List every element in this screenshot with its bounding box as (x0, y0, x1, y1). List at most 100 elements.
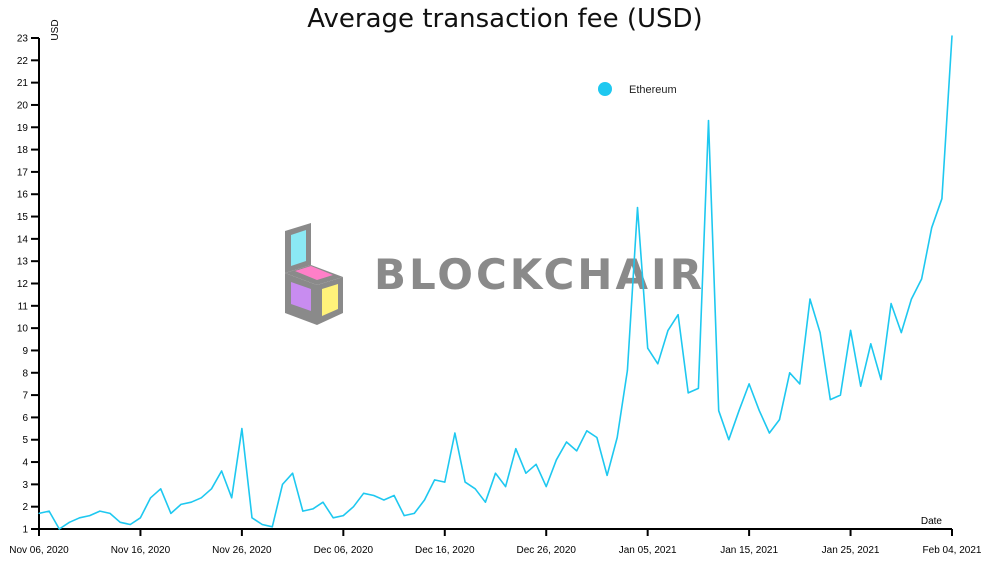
y-tick-label: 1 (22, 525, 28, 536)
y-tick-label: 2 (22, 502, 28, 513)
y-tick-label: 12 (17, 279, 29, 290)
data-point (150, 497, 152, 499)
data-point (799, 383, 801, 385)
y-tick-label: 5 (22, 435, 28, 446)
data-point (535, 463, 537, 465)
y-tick-label: 21 (17, 78, 29, 89)
data-point (38, 512, 40, 515)
x-tick-label: Feb 04, 2021 (923, 545, 982, 556)
data-point (221, 470, 223, 472)
data-point (768, 432, 771, 434)
x-tick-label: Nov 16, 2020 (111, 545, 171, 556)
data-point (586, 430, 588, 432)
data-point (819, 332, 821, 334)
data-point (697, 387, 700, 389)
data-point (525, 472, 527, 474)
data-point (616, 436, 618, 439)
data-point (160, 488, 162, 490)
y-tick-label: 19 (17, 123, 29, 134)
data-point (403, 515, 405, 517)
data-point (373, 494, 375, 497)
data-point (363, 492, 365, 494)
data-point (636, 207, 639, 209)
legend-swatch-ethereum (598, 82, 612, 96)
data-point (393, 494, 395, 497)
data-point (58, 528, 60, 530)
x-axis-ticks: Nov 06, 2020 Nov 16, 2020 Nov 26, 2020 Dec … (9, 529, 982, 556)
data-point (119, 521, 121, 523)
data-point (728, 439, 730, 441)
data-point (312, 508, 314, 510)
y-tick-label: 4 (22, 458, 28, 469)
y-tick-label: 17 (17, 167, 29, 178)
data-point (647, 347, 649, 349)
data-point (89, 515, 91, 517)
y-tick-label: 11 (18, 301, 29, 312)
data-point (251, 517, 253, 519)
data-point (931, 227, 933, 229)
y-tick-label: 8 (22, 368, 28, 379)
data-point (789, 372, 791, 374)
data-point (555, 459, 558, 461)
data-point (809, 298, 811, 300)
x-tick-label: Nov 06, 2020 (9, 545, 69, 556)
x-tick-label: Jan 05, 2021 (619, 545, 677, 556)
data-point (292, 472, 294, 474)
data-point (322, 501, 324, 503)
data-point (565, 441, 568, 443)
data-point (900, 332, 902, 334)
y-tick-label: 9 (22, 346, 28, 357)
data-point (271, 526, 273, 528)
data-point (758, 410, 760, 412)
data-point (434, 479, 436, 481)
data-point (850, 329, 852, 331)
x-tick-label: Jan 25, 2021 (822, 545, 880, 556)
y-tick-label: 7 (22, 391, 28, 402)
y-tick-label: 16 (17, 190, 29, 201)
y-tick-label: 10 (17, 324, 29, 335)
blockchair-watermark: BLOCKCHAIR (285, 223, 705, 325)
data-point (332, 517, 334, 519)
data-point (860, 385, 862, 387)
data-point (281, 483, 284, 485)
data-point (657, 363, 659, 365)
data-point (515, 448, 517, 450)
data-point (707, 120, 710, 122)
data-point (413, 512, 415, 515)
data-point (484, 501, 486, 503)
data-point (910, 298, 913, 300)
data-point (941, 198, 943, 200)
data-point (718, 410, 720, 412)
data-point (677, 314, 679, 316)
data-point (190, 501, 192, 503)
data-point (352, 506, 355, 508)
data-point (748, 383, 750, 385)
data-point (687, 392, 689, 394)
data-point (109, 512, 111, 515)
data-point (68, 521, 70, 523)
legend-label-ethereum: Ethereum (629, 84, 677, 96)
data-point (170, 512, 172, 515)
y-tick-label: 18 (17, 145, 29, 156)
data-point (454, 432, 456, 434)
data-point (129, 523, 131, 526)
data-point (921, 278, 923, 280)
x-tick-label: Dec 26, 2020 (516, 545, 576, 556)
data-point (200, 497, 202, 499)
data-point (545, 486, 547, 488)
data-point (464, 481, 466, 483)
x-tick-label: Jan 15, 2021 (720, 545, 778, 556)
data-point (596, 436, 598, 439)
y-tick-label: 14 (17, 234, 29, 245)
y-tick-label: 3 (22, 480, 28, 491)
data-point (576, 450, 578, 452)
y-tick-label: 23 (17, 34, 29, 45)
legend: Ethereum (598, 82, 677, 96)
data-point (738, 410, 740, 412)
watermark-text: BLOCKCHAIR (374, 250, 705, 299)
data-point (79, 517, 81, 519)
data-point (231, 497, 233, 499)
data-point (302, 510, 304, 512)
x-tick-label: Nov 26, 2020 (212, 545, 272, 556)
